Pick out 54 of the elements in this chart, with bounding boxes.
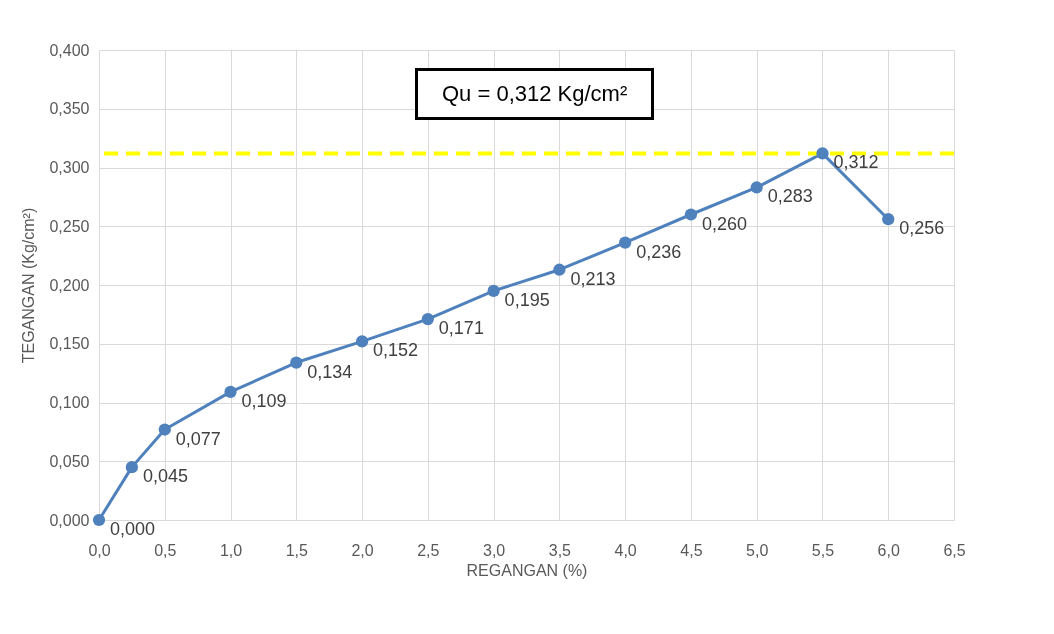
y-tick-label: 0,400 [49,41,90,59]
x-axis-title: REGANGAN (%) [466,561,588,579]
data-label: 0,077 [175,428,221,449]
data-label: 0,312 [833,152,879,173]
data-label: 0,256 [899,218,945,239]
y-tick-label: 0,100 [49,394,90,411]
point [224,385,237,399]
y-tick-label: 0,200 [49,276,90,294]
x-tick-label: 4,0 [614,541,637,559]
point [290,356,303,369]
point [553,263,566,276]
y-tick-label: 0,250 [49,217,90,235]
y-tick-label: 0,300 [49,159,90,176]
x-tick-label: 1,5 [285,541,309,559]
x-tick-label: 0,0 [88,541,111,559]
point [750,181,763,194]
x-tick-label: 1,0 [219,541,243,559]
data-label: 0,109 [241,390,287,411]
x-tick-label: 3,5 [548,541,572,559]
x-tick-label: 0,5 [154,541,177,559]
data-label: 0,171 [438,318,484,339]
data-label: 0,000 [110,519,156,539]
point [684,208,698,221]
data-label: 0,213 [570,268,616,289]
data-label: 0,260 [701,213,747,234]
point [882,213,895,226]
point [421,312,434,326]
x-tick-label: 2,0 [351,541,374,559]
y-tick-label: 0,000 [49,511,90,529]
y-tick-label: 0,150 [49,335,90,353]
y-axis-title: TEGANGAN (Kg/cm²) [20,207,38,364]
x-tick-label: 6,0 [877,541,900,559]
data-label: 0,134 [307,361,353,382]
y-tick-label: 0,350 [49,100,90,118]
data-label: 0,045 [142,466,188,487]
point [816,147,829,160]
data-label: 0,195 [504,289,550,310]
x-tick-label: 5,5 [811,541,835,559]
x-tick-label: 4,5 [680,541,703,559]
point [487,284,500,297]
point [355,335,369,348]
point [125,461,139,474]
data-label: 0,283 [767,186,813,207]
point [619,236,632,249]
point [158,423,171,436]
point [92,513,106,527]
x-tick-label: 2,5 [417,541,440,559]
annotation: Qu = 0,312 Kg/cm² [415,68,655,120]
data-label: 0,152 [373,340,419,361]
data-label: 0,236 [636,241,682,262]
x-tick-label: 3,0 [482,541,506,559]
x-tick-label: 6,5 [943,541,966,559]
y-tick-label: 0,050 [49,452,90,470]
x-tick-label: 5,0 [746,541,769,559]
